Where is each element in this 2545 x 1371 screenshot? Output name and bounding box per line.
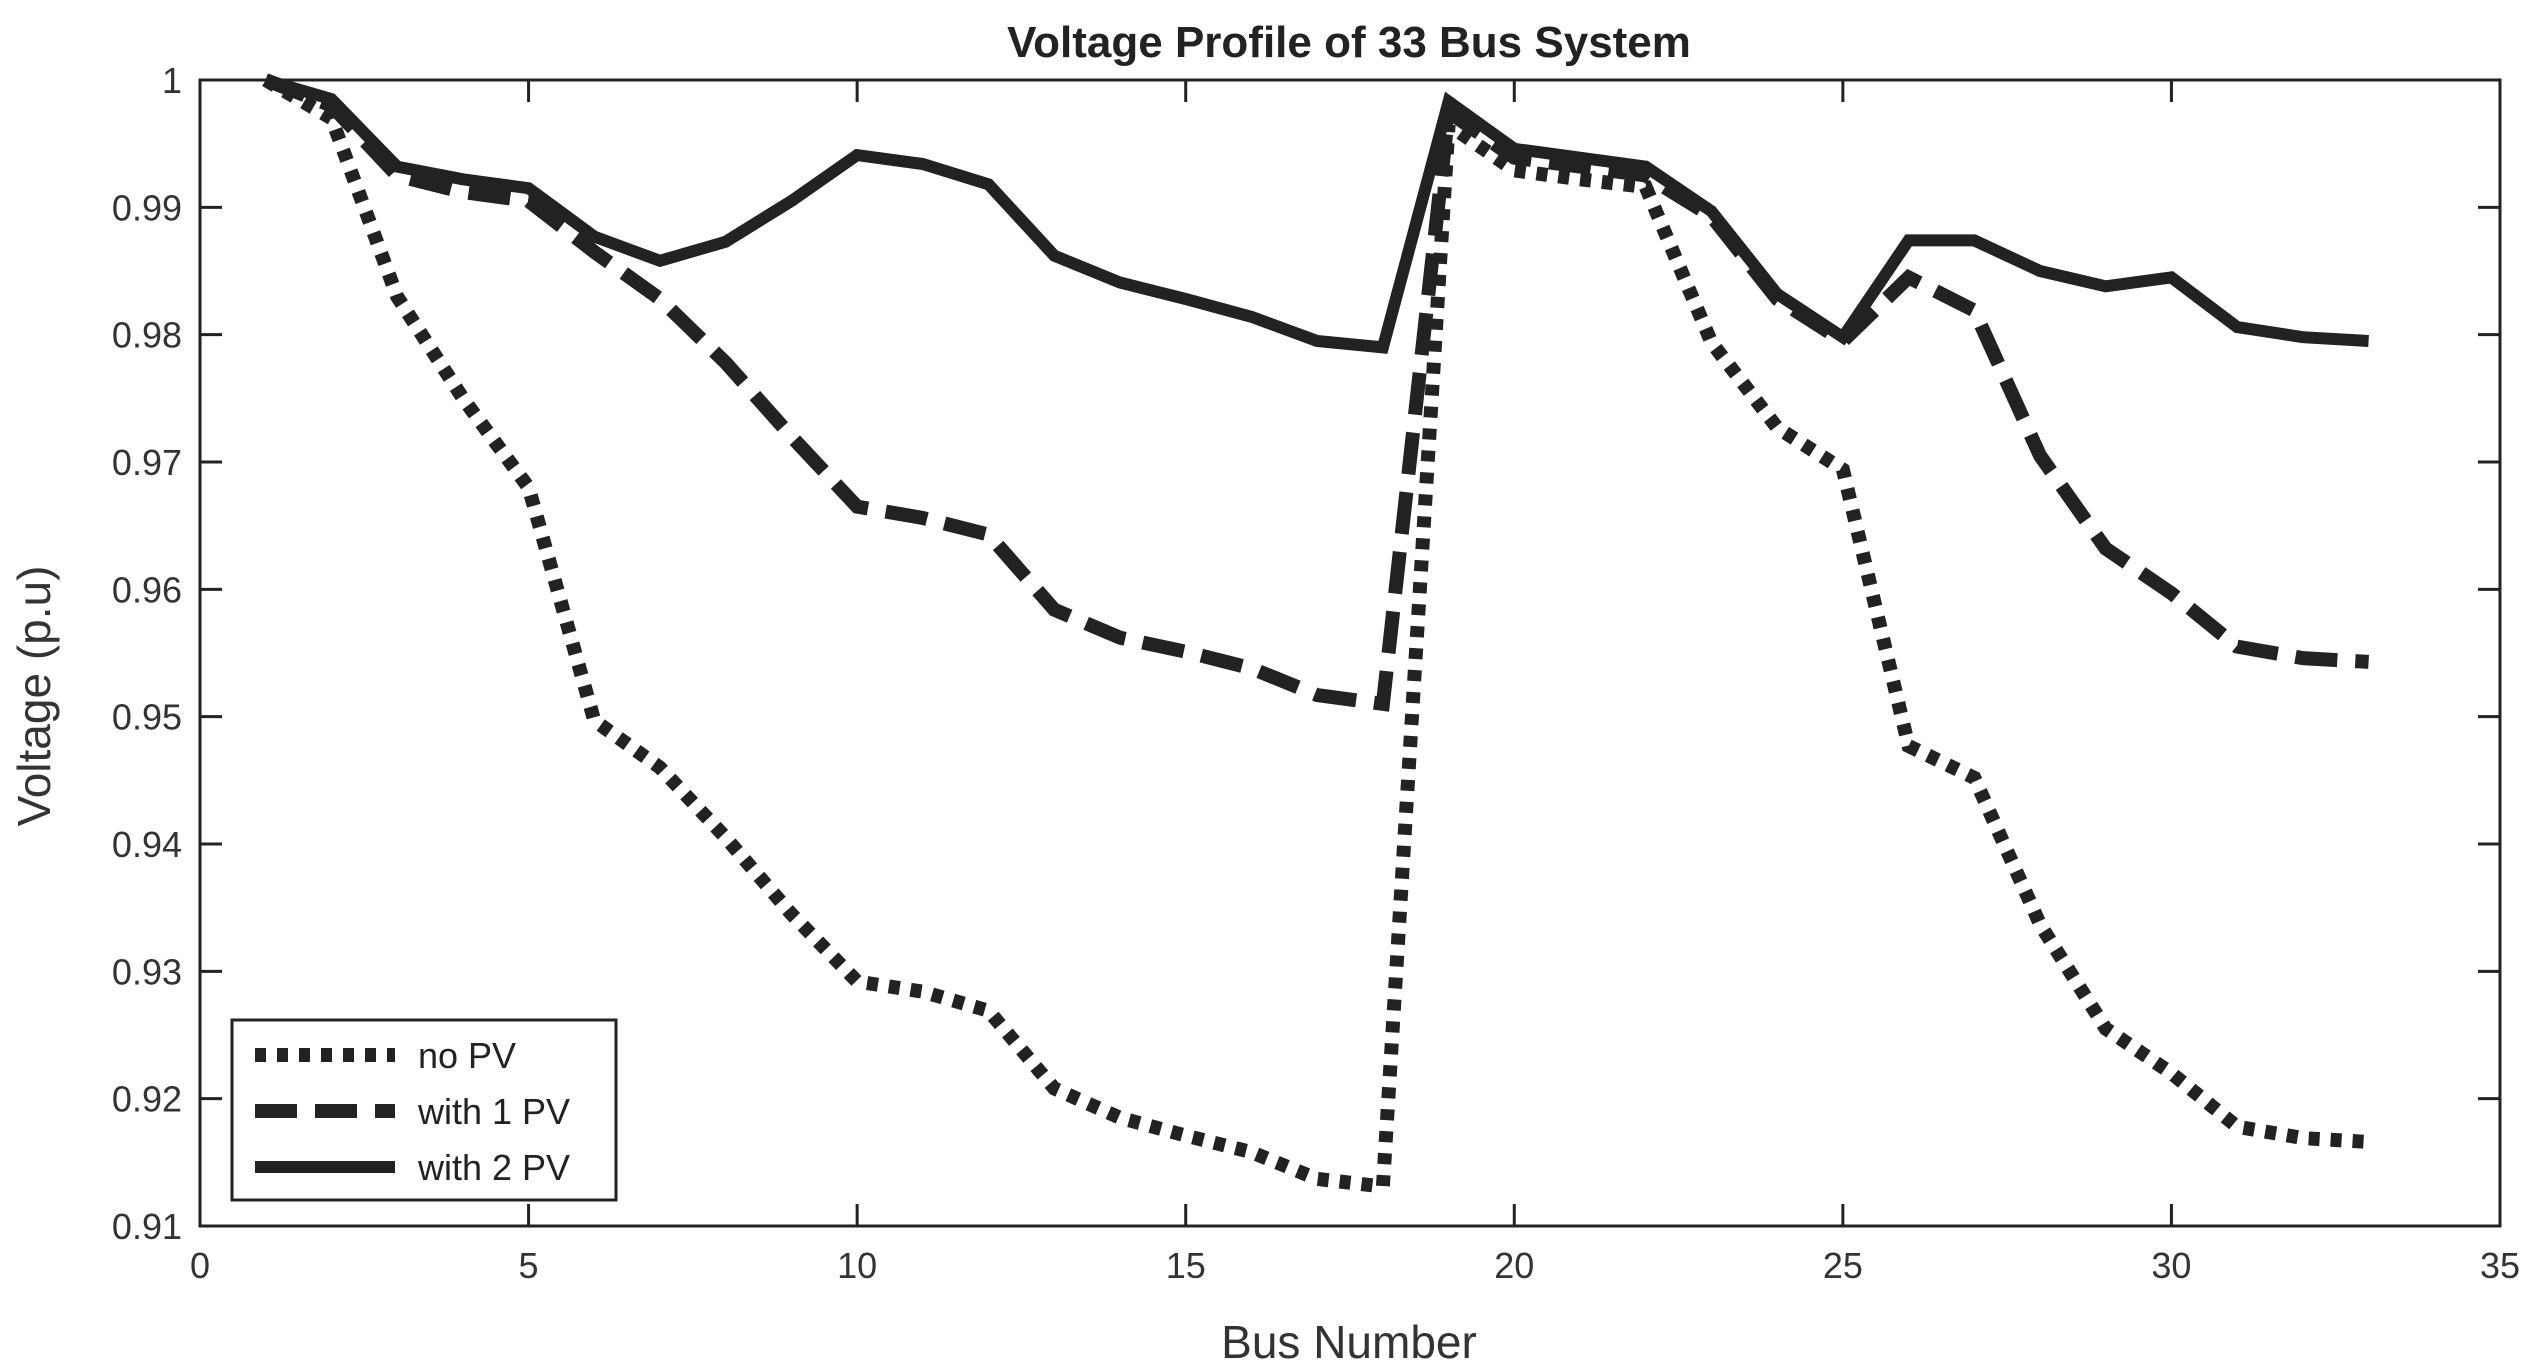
series-line-no-pv — [262, 73, 2370, 1195]
y-tick-label: 1 — [162, 60, 182, 101]
x-tick-label: 30 — [2151, 1245, 2191, 1286]
legend-label-with-1-pv: with 1 PV — [417, 1091, 570, 1132]
y-tick-label: 0.98 — [112, 315, 182, 356]
y-axis-label: Voltage (p.u) — [8, 566, 60, 827]
y-tick-label: 0.97 — [112, 442, 182, 483]
y-tick-label: 0.96 — [112, 569, 182, 610]
y-tick-label: 0.95 — [112, 697, 182, 738]
x-tick-label: 20 — [1494, 1245, 1534, 1286]
y-tick-label: 0.99 — [112, 187, 182, 228]
legend-label-with-2-pv: with 2 PV — [417, 1147, 570, 1188]
x-tick-label: 35 — [2480, 1245, 2520, 1286]
x-axis-label: Bus Number — [1221, 1316, 1477, 1368]
y-tick-label: 0.94 — [112, 824, 182, 865]
x-tick-label: 0 — [190, 1245, 210, 1286]
x-tick-label: 10 — [837, 1245, 877, 1286]
axis-ticks: 0 5 10 15 20 25 30 35 0.91 0.92 0.93 0.94 0.95 0.96 0.… — [112, 60, 2520, 1286]
series-layer — [262, 73, 2370, 1195]
y-tick-label: 0.92 — [112, 1079, 182, 1120]
series-line-with-1-pv — [263, 73, 2370, 712]
y-tick-label: 0.93 — [112, 951, 182, 992]
y-tick-label: 0.91 — [112, 1206, 182, 1247]
x-tick-label: 25 — [1823, 1245, 1863, 1286]
x-tick-label: 15 — [1166, 1245, 1206, 1286]
legend: no PV with 1 PV with 2 PV — [230, 1018, 618, 1202]
series-line-with-2-pv — [264, 74, 2369, 354]
x-tick-label: 5 — [519, 1245, 539, 1286]
chart-title: Voltage Profile of 33 Bus System — [1007, 18, 1691, 67]
legend-label-no-pv: no PV — [418, 1035, 516, 1076]
